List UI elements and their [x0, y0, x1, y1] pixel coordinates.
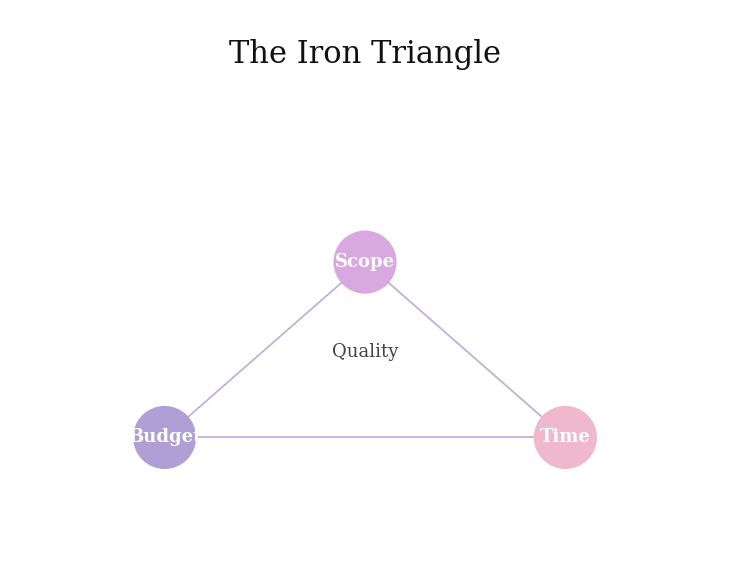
Text: Quality: Quality	[332, 343, 398, 361]
Text: Scope: Scope	[335, 253, 395, 271]
Text: Budget: Budget	[128, 428, 201, 446]
Ellipse shape	[534, 406, 597, 469]
Text: The Iron Triangle: The Iron Triangle	[229, 39, 501, 70]
Ellipse shape	[334, 230, 396, 294]
Text: Time: Time	[540, 428, 591, 446]
Ellipse shape	[133, 406, 196, 469]
